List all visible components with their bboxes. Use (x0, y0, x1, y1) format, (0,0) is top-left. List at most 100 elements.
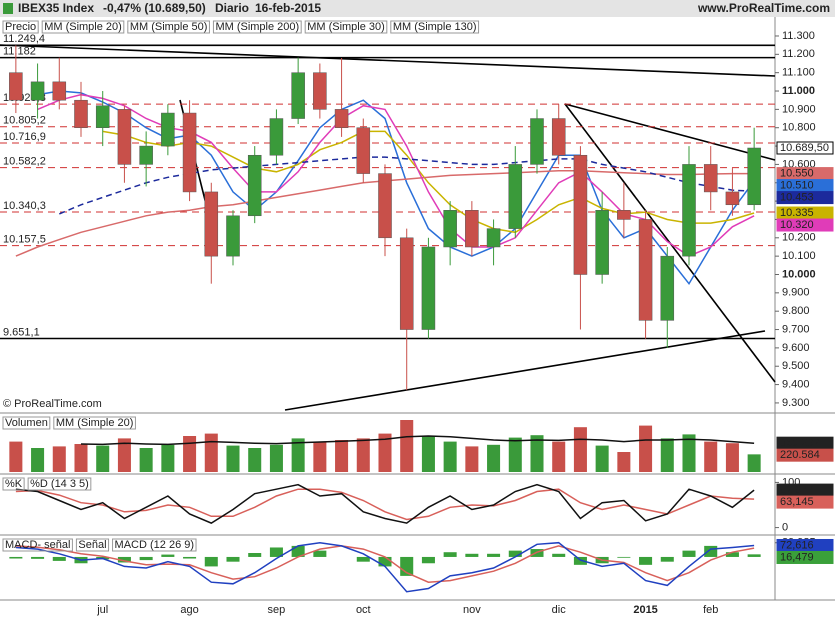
value-tag-label: 10.453 (780, 191, 814, 203)
volume-bar (226, 445, 240, 472)
macd-bar (573, 556, 587, 565)
value-tag (776, 550, 834, 564)
volume-bar (530, 435, 544, 472)
volume-bar (204, 433, 218, 472)
legend-label: MM (Simple 200) (215, 21, 299, 33)
volume-bar (573, 427, 587, 472)
level-label: 10.157,5 (3, 234, 46, 246)
macd-bar (747, 554, 761, 557)
macd-bar (552, 553, 566, 557)
legend-box (75, 538, 110, 552)
volume-bar (9, 441, 23, 472)
candle-body (356, 127, 371, 174)
level-label: 9.651,1 (3, 326, 40, 338)
level-label: 10.716,9 (3, 131, 46, 143)
volume-bar (639, 425, 653, 472)
x-tick-label: jul (96, 604, 108, 616)
header-bar (0, 0, 835, 17)
volume-bar (465, 446, 479, 472)
candle-body (703, 164, 718, 193)
legend-box (53, 416, 136, 430)
volume-bar (74, 444, 88, 472)
y-tick-label: 11.100 (782, 67, 815, 79)
period: Diario (215, 1, 249, 15)
macd-bar (465, 553, 479, 557)
macd-bar (704, 545, 718, 557)
y-tick-label: 10.800 (782, 122, 816, 134)
candle-body (530, 118, 544, 165)
y-tick-label: 9.800 (782, 305, 810, 317)
y-tick-label: 11.300 (782, 30, 815, 42)
volume-bar (400, 420, 414, 472)
line-series (37, 90, 755, 286)
legend-label: %K (5, 478, 23, 490)
macd-bar (421, 556, 435, 564)
value-tag-label: 72,616 (780, 539, 814, 551)
legend-label: MM (Simple 20) (56, 417, 134, 429)
value-tag-label: 10.510 (780, 179, 814, 191)
macd-bar (117, 556, 131, 563)
value-tag-label: 10.550 (780, 167, 814, 179)
candle-body (9, 72, 23, 101)
value-tag-label: 220.584 (780, 449, 820, 461)
line-series (15, 541, 755, 593)
candle-body (617, 210, 631, 220)
volume-bar (117, 438, 131, 472)
value-tag-label: 10.320 (780, 219, 814, 231)
x-tick-label: 2015 (633, 604, 657, 616)
legend-box (2, 477, 25, 491)
macd-bar (9, 556, 23, 559)
candle-body (247, 154, 262, 217)
legend-box (2, 20, 39, 34)
macd-bar (161, 554, 175, 557)
value-tag-label: 82,977 (780, 484, 814, 496)
volume-bar (291, 438, 305, 472)
y-tick-label: 10.100 (782, 250, 816, 262)
header-icon (3, 3, 13, 14)
value-tag-label: 10.689,50 (780, 142, 829, 154)
level-label: 10.340,3 (3, 200, 46, 212)
volume-bar (335, 440, 349, 472)
legend-label: MACD- señal (5, 539, 70, 551)
macd-bar (248, 553, 262, 557)
macd-bar (183, 556, 197, 559)
candle-body (443, 210, 457, 248)
value-tag-label: 360.297 (780, 437, 820, 449)
x-tick-label: feb (703, 604, 718, 616)
line-series (15, 483, 755, 524)
candle-body (269, 118, 284, 156)
legend-box (112, 538, 197, 552)
volume-bar (269, 444, 283, 472)
value-tag (776, 191, 834, 205)
y-tick-label: 9.500 (782, 360, 810, 372)
macd-bar (639, 556, 653, 565)
level-label: 10.582,2 (3, 156, 46, 168)
y-tick-label: 9.400 (782, 378, 810, 390)
volume-bar (508, 437, 522, 472)
macd-bar (52, 556, 66, 561)
candle-body (399, 237, 414, 330)
line-series (37, 93, 755, 257)
legend-box (41, 20, 125, 34)
date: 16-feb-2015 (255, 1, 321, 15)
trendline (0, 44, 776, 77)
candle-body (313, 72, 327, 110)
volume-bar (443, 441, 457, 472)
x-tick-label: ago (180, 604, 198, 616)
candle-body (421, 246, 436, 330)
trendline (564, 103, 776, 161)
macd-bar (139, 556, 153, 561)
volume-bar (487, 444, 501, 472)
volume-bar (31, 448, 45, 472)
legend-label: Precio (5, 21, 36, 33)
y-tick-label: 9.600 (782, 342, 810, 354)
x-tick-label: oct (356, 604, 371, 616)
value-tag (776, 218, 834, 232)
value-tag-label: 63,145 (780, 496, 814, 508)
y-tick-label: 9.300 (782, 397, 810, 409)
y-tick-label: 10.000 (782, 268, 816, 280)
candle-body (161, 112, 175, 147)
macd-bar (313, 550, 327, 557)
candle-body (334, 109, 349, 128)
